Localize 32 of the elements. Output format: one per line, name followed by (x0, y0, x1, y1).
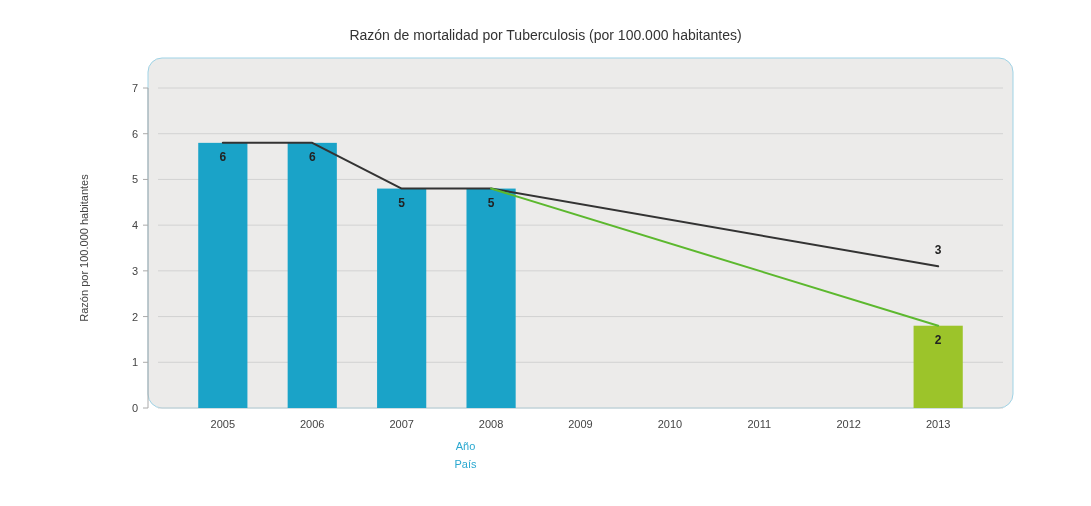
y-tick-label: 0 (131, 402, 138, 414)
bar (913, 325, 963, 408)
x-tick-label: 2008 (478, 418, 504, 430)
x-tick-label: 2013 (925, 418, 951, 430)
x-tick-label: 2010 (657, 418, 683, 430)
bar (287, 142, 337, 408)
bar (198, 142, 248, 408)
data-label: 6 (219, 149, 227, 164)
data-label: 3 (934, 243, 942, 258)
chart-title: Razón de mortalidad por Tuberculosis (por 100.000 habitantes) (349, 27, 742, 43)
x-tick-label: 2012 (836, 418, 861, 430)
y-tick-label: 1 (131, 356, 138, 369)
x-tick-label: 2005 (210, 418, 236, 430)
y-tick-label: 3 (131, 264, 138, 277)
y-tick-label: 2 (131, 310, 138, 323)
y-tick-label: 4 (131, 219, 138, 232)
bar (377, 188, 427, 408)
bar (466, 188, 516, 408)
data-label: 5 (398, 195, 406, 210)
x-axis-title: Año (455, 440, 476, 452)
x-tick-label: 2007 (389, 418, 414, 430)
y-tick-label: 5 (131, 173, 138, 186)
data-label: 2 (934, 332, 942, 347)
y-tick-label: 6 (131, 127, 138, 140)
data-label: 5 (487, 195, 495, 210)
x-tick-label: 2009 (568, 418, 593, 430)
y-tick-label: 7 (131, 82, 138, 94)
x-tick-label: 2011 (747, 418, 772, 430)
text: País (454, 458, 477, 470)
y-axis-title: Razón por 100.000 habitantes (78, 173, 90, 322)
x-tick-label: 2006 (300, 418, 325, 430)
data-label: 6 (308, 149, 316, 164)
